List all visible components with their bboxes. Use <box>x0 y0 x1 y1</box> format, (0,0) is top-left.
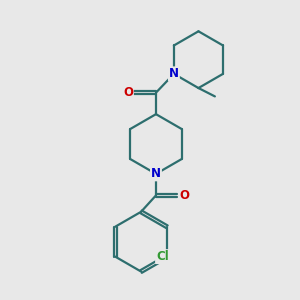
Text: N: N <box>169 68 179 80</box>
Text: O: O <box>179 189 189 202</box>
Text: N: N <box>151 167 161 180</box>
Text: O: O <box>123 86 133 99</box>
Text: Cl: Cl <box>156 250 169 263</box>
